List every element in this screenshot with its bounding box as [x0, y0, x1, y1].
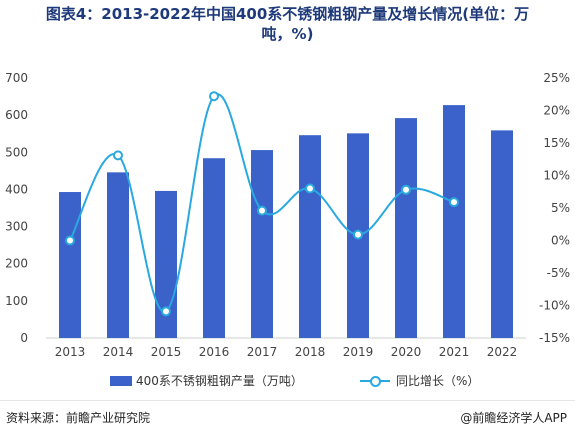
x-tick-label: 2018 — [295, 345, 326, 359]
y-right-tick-label: 20% — [543, 104, 570, 118]
growth-point — [113, 150, 123, 161]
growth-point — [257, 205, 267, 216]
y-right-tick-label: 15% — [543, 136, 570, 150]
y-left-tick-label: 0 — [20, 331, 28, 345]
growth-point — [209, 91, 219, 102]
y-right-tick-label: 25% — [543, 71, 570, 85]
y-left-tick-label: 500 — [5, 145, 28, 159]
y-right-tick-label: -5% — [547, 266, 570, 280]
y-right-tick-label: 5% — [551, 201, 570, 215]
x-tick-label: 2019 — [343, 345, 374, 359]
legend-line-swatch — [360, 375, 390, 387]
y-right-tick-label: -10% — [539, 299, 570, 313]
x-tick-label: 2013 — [55, 345, 86, 359]
y-left-tick-label: 600 — [5, 108, 28, 122]
x-tick-label: 2021 — [439, 345, 470, 359]
legend-label-production: 400系不锈钢粗钢产量（万吨） — [136, 374, 303, 388]
bar — [59, 192, 81, 338]
chart-title: 图表4：2013-2022年中国400系不锈钢粗钢产量及增长情况(单位：万 吨，… — [0, 4, 575, 44]
bar — [395, 118, 417, 338]
legend-item-production: 400系不锈钢粗钢产量（万吨） — [110, 372, 303, 389]
growth-point — [353, 229, 363, 240]
bar — [107, 172, 129, 338]
chart-title-line2: 吨，%) — [261, 25, 314, 43]
source-note: 资料来源：前瞻产业研究院 — [6, 411, 151, 425]
legend-bar-swatch — [110, 375, 132, 386]
y-left-tick-label: 300 — [5, 220, 28, 234]
growth-point — [449, 197, 459, 208]
bar — [443, 105, 465, 338]
x-tick-label: 2015 — [151, 345, 182, 359]
x-tick-label: 2022 — [487, 345, 518, 359]
x-tick-label: 2017 — [247, 345, 278, 359]
legend-label-growth: 同比增长（%） — [396, 374, 480, 388]
y-right-tick-label: 10% — [543, 169, 570, 183]
footer-divider — [0, 400, 575, 401]
chart-title-line1: 图表4：2013-2022年中国400系不锈钢粗钢产量及增长情况(单位：万 — [45, 5, 530, 23]
bar — [491, 130, 513, 338]
growth-point — [401, 184, 411, 195]
growth-point — [161, 306, 171, 317]
growth-point — [65, 235, 75, 246]
y-left-tick-label: 100 — [5, 294, 28, 308]
legend-item-growth: 同比增长（%） — [360, 372, 479, 389]
y-left-tick-label: 200 — [5, 257, 28, 271]
x-tick-label: 2016 — [199, 345, 230, 359]
y-left-tick-label: 700 — [5, 71, 28, 85]
y-left-tick-label: 400 — [5, 182, 28, 196]
brand-watermark: @前瞻经济学人APP — [460, 411, 567, 425]
bar — [251, 150, 273, 338]
bar — [203, 158, 225, 338]
bar — [299, 135, 321, 338]
x-tick-label: 2020 — [391, 345, 422, 359]
x-tick-label: 2014 — [103, 345, 134, 359]
growth-line — [69, 93, 455, 313]
y-right-tick-label: -15% — [539, 331, 570, 345]
growth-point — [305, 183, 315, 194]
y-right-tick-label: 0% — [551, 234, 570, 248]
